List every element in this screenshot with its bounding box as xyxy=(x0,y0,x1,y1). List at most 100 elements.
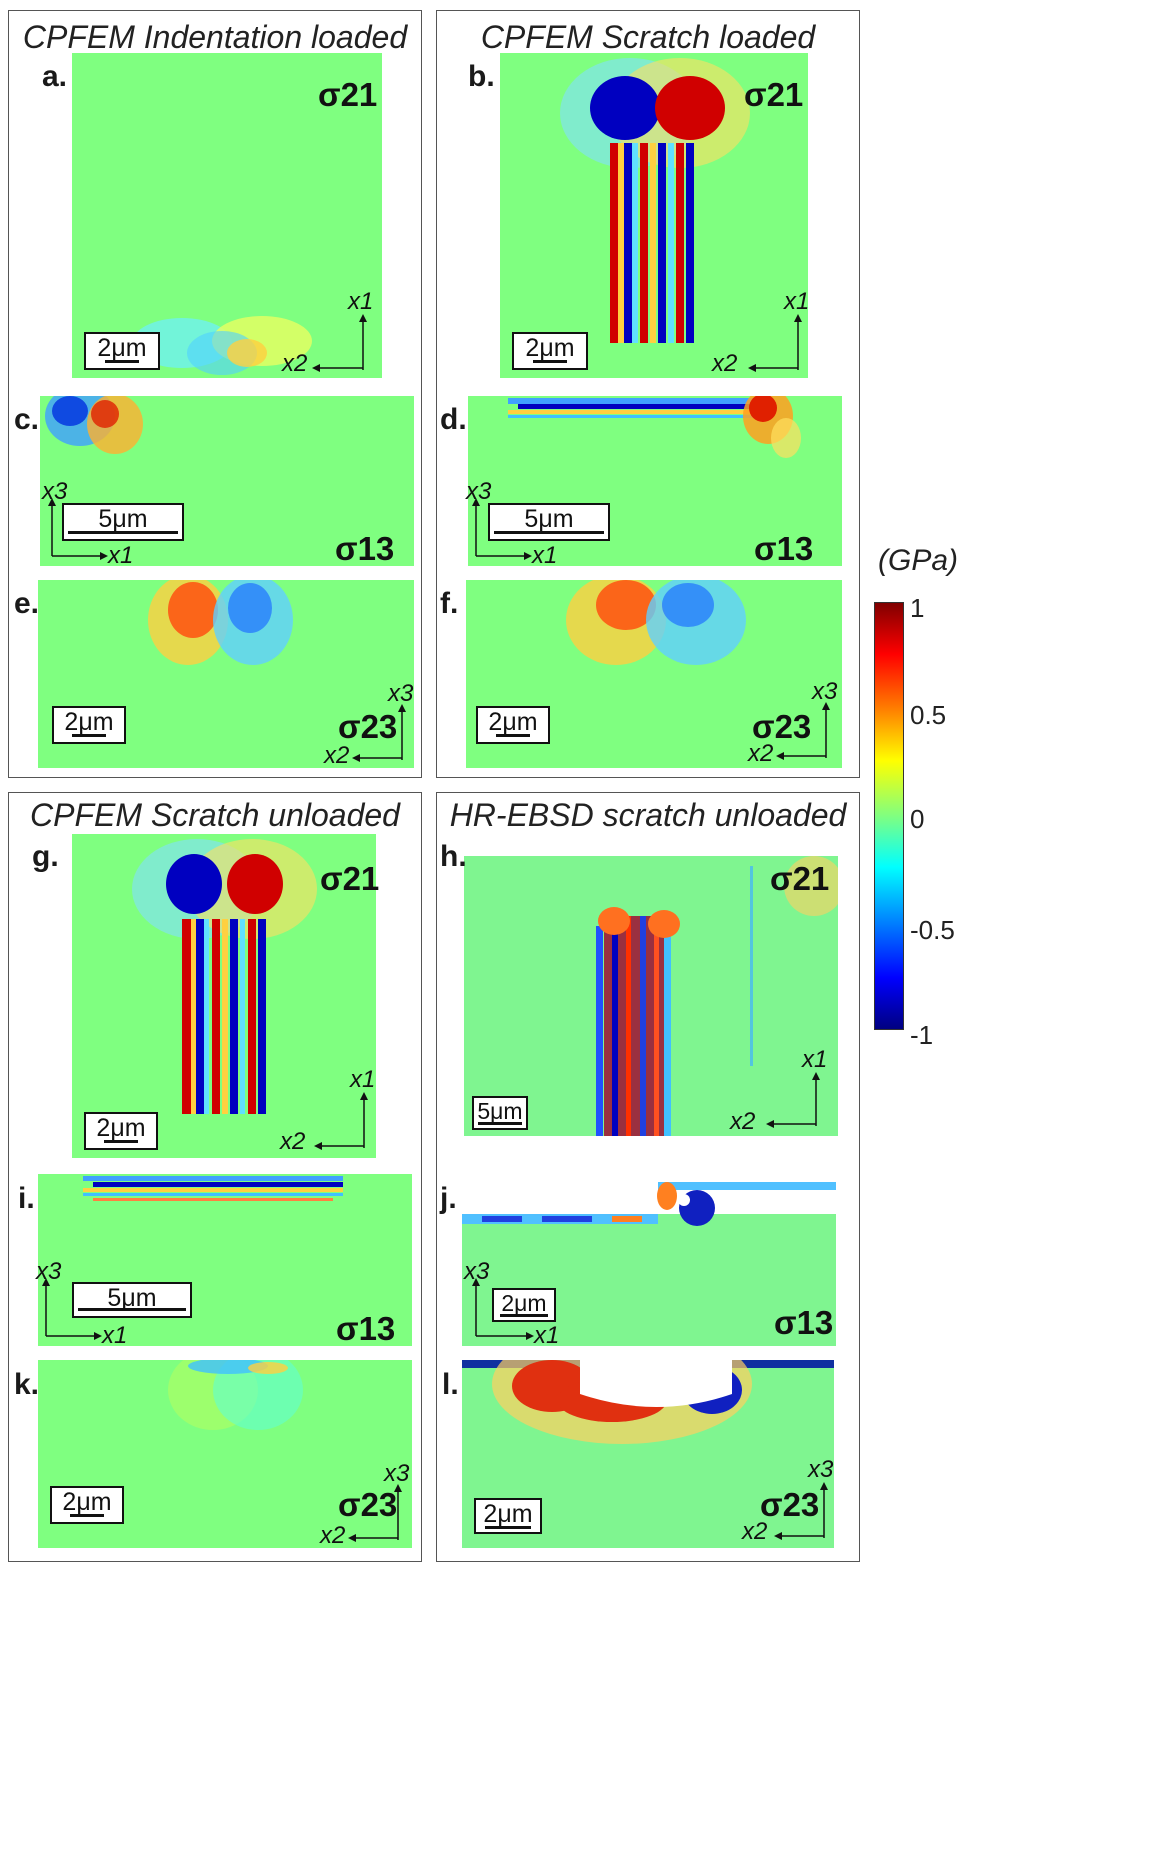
colorbar-tick-neg0.5: -0.5 xyxy=(910,915,955,945)
scale-bar xyxy=(496,734,530,737)
panel-i-scalebar: 5μm xyxy=(72,1282,192,1318)
panel-j xyxy=(462,1178,836,1346)
colorbar-tick-neg1: -1 xyxy=(910,1020,934,1050)
panel-b-axes: x1 x2 xyxy=(712,288,812,380)
panel-i-component: σ13 xyxy=(336,1310,396,1347)
panel-l-field xyxy=(462,1360,834,1444)
axis-arrows xyxy=(348,1484,402,1542)
axis-v-label: x3 xyxy=(384,1460,410,1487)
scale-text: 2μm xyxy=(501,1290,547,1316)
scale-bar xyxy=(70,1514,104,1517)
panel-e-axes: x3 x2 xyxy=(322,680,414,770)
panel-b-label: b. xyxy=(468,60,495,93)
panel-c-field xyxy=(45,396,143,454)
panel-e-label: e. xyxy=(14,587,40,620)
axis-h-label: x1 xyxy=(102,1322,128,1349)
panel-a-axes: x1 x2 xyxy=(282,288,380,380)
panel-f-scalebar: 2μm xyxy=(476,706,550,744)
panel-h-scalebar: 5μm xyxy=(472,1096,528,1130)
panel-l-scalebar: 2μm xyxy=(474,1498,542,1534)
axis-arrows xyxy=(312,314,367,372)
axis-v-label: x1 xyxy=(350,1066,376,1093)
axis-v-label: x3 xyxy=(388,680,414,707)
panel-a-scalebar: 2μm xyxy=(84,332,160,370)
axis-arrows xyxy=(472,1278,534,1340)
panel-h-field xyxy=(596,856,838,1136)
scale-bar xyxy=(104,1140,138,1143)
scale-text: 2μm xyxy=(488,708,538,736)
axis-v-label: x3 xyxy=(808,1456,834,1483)
panel-i-label: i. xyxy=(18,1182,35,1215)
panel-a-component: σ21 xyxy=(318,76,378,113)
scale-text: 5μm xyxy=(98,505,148,533)
panel-j-label: j. xyxy=(440,1182,457,1215)
axis-h-label: x2 xyxy=(280,1128,306,1155)
panel-l-axes: x3 x2 xyxy=(740,1456,836,1550)
panel-k-label: k. xyxy=(14,1368,40,1401)
scale-text: 2μm xyxy=(525,334,575,362)
colorbar-tick-0.5: 0.5 xyxy=(910,700,947,730)
panel-g-label: g. xyxy=(32,840,59,873)
panel-d-axes: x3 x1 xyxy=(466,478,557,569)
axis-v-label: x3 xyxy=(36,1258,62,1285)
panel-j-axes: x3 x1 xyxy=(462,1258,562,1349)
panel-e-component: σ23 xyxy=(338,708,398,745)
axis-h-label: x1 xyxy=(532,542,558,569)
colorbar xyxy=(874,602,904,1030)
scale-bar xyxy=(72,734,106,737)
scale-text: 2μm xyxy=(97,334,147,362)
scale-text: 2μm xyxy=(64,708,114,736)
colorbar-tick-1: 1 xyxy=(910,593,925,623)
scale-bar xyxy=(494,531,604,534)
panel-b xyxy=(500,53,808,378)
axis-h-label: x2 xyxy=(324,742,350,769)
axis-v-label: x1 xyxy=(348,288,374,315)
axis-h-label: x2 xyxy=(730,1108,756,1135)
scale-bar xyxy=(478,1122,522,1125)
panel-i-axes: x3 x1 xyxy=(36,1258,127,1349)
axis-h-label: x2 xyxy=(748,740,774,767)
panel-g xyxy=(72,834,376,1158)
group-title: CPFEM Scratch loaded xyxy=(480,19,816,55)
panel-a-label: a. xyxy=(42,60,68,93)
panel-e-scalebar: 2μm xyxy=(52,706,126,744)
colorbar-title: (GPa) xyxy=(878,544,959,577)
panel-h-label: h. xyxy=(440,840,467,873)
scale-text: 5μm xyxy=(524,505,574,533)
axis-h-label: x2 xyxy=(742,1518,768,1545)
panel-k-axes: x3 x2 xyxy=(318,1460,410,1550)
axis-arrows xyxy=(314,1092,368,1150)
scale-bar xyxy=(78,1308,186,1311)
panel-c-axes: x3 x1 xyxy=(42,478,133,569)
panel-k-field xyxy=(168,1360,303,1430)
scale-bar xyxy=(533,360,567,363)
scale-text: 2μm xyxy=(96,1114,146,1142)
panel-h xyxy=(464,856,838,1136)
axis-v-label: x3 xyxy=(464,1258,490,1285)
scale-text: 2μm xyxy=(62,1488,112,1516)
panel-f xyxy=(466,580,842,768)
panel-c-component: σ13 xyxy=(335,530,395,567)
panel-i-field xyxy=(83,1176,343,1201)
scale-bar xyxy=(68,531,178,534)
panel-b-component: σ21 xyxy=(744,76,804,113)
panel-c-label: c. xyxy=(14,403,40,436)
axis-v-label: x3 xyxy=(466,478,492,505)
axis-arrows xyxy=(748,314,802,372)
panel-h-axes: x1 x2 xyxy=(726,1046,828,1136)
panel-k-scalebar: 2μm xyxy=(50,1486,124,1524)
axis-arrows xyxy=(472,498,532,560)
scale-bar xyxy=(105,360,139,363)
panel-g-axes: x1 x2 xyxy=(280,1066,378,1158)
axis-h-label: x1 xyxy=(534,1322,560,1349)
axis-arrows xyxy=(766,1072,820,1128)
panel-g-scalebar: 2μm xyxy=(84,1112,158,1150)
scale-bar xyxy=(500,1314,548,1317)
axis-h-label: x2 xyxy=(320,1522,346,1549)
panel-l-label: l. xyxy=(442,1368,459,1401)
panel-f-axes: x3 x2 xyxy=(746,678,838,768)
scale-text: 2μm xyxy=(483,1500,533,1528)
colorbar-tick-0: 0 xyxy=(910,804,925,834)
scale-text: 5μm xyxy=(477,1098,523,1124)
axis-v-label: x1 xyxy=(802,1046,828,1073)
